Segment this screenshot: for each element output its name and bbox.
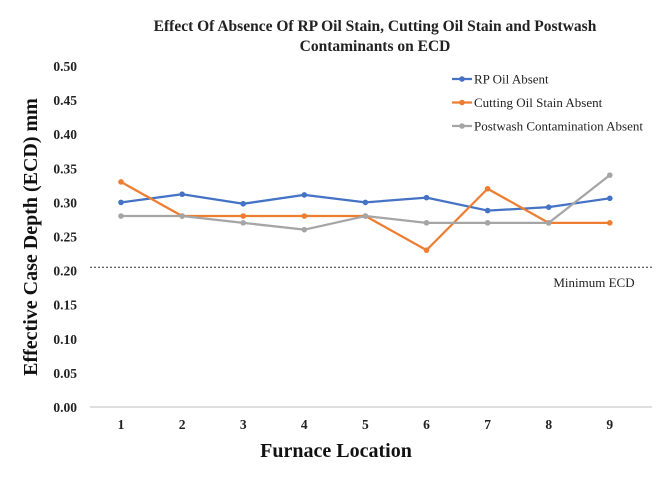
chart-title-line-2: Contaminants on ECD (300, 38, 451, 55)
data-point (362, 213, 369, 219)
series-3 (118, 172, 613, 233)
series-layer (118, 172, 613, 253)
data-point (118, 213, 124, 219)
y-tick-label: 0.25 (53, 230, 77, 245)
data-point (484, 220, 491, 226)
x-tick-label: 1 (118, 417, 125, 432)
x-axis-label: Furnace Location (260, 440, 412, 462)
x-tick-label: 4 (301, 417, 308, 432)
data-point (423, 220, 430, 226)
data-point (118, 179, 124, 185)
legend-item: RP Oil Absent (452, 72, 549, 87)
data-point (179, 191, 185, 198)
data-point (301, 226, 308, 233)
data-point (240, 200, 246, 207)
data-point (484, 185, 491, 192)
y-tick-label: 0.05 (53, 366, 77, 381)
x-axis-ticks: 1 2 3 4 5 6 7 8 9 (118, 417, 614, 432)
legend-label: Cutting Oil Stain Absent (474, 95, 603, 110)
legend-swatch-marker (459, 99, 465, 106)
y-tick-label: 0.45 (53, 93, 77, 108)
minimum-ecd-label: Minimum ECD (553, 275, 634, 290)
legend-swatch-marker (459, 76, 465, 82)
data-point (545, 220, 552, 226)
x-tick-label: 6 (423, 417, 430, 432)
data-point (423, 194, 430, 201)
legend-label: RP Oil Absent (474, 72, 549, 87)
data-point (484, 207, 491, 214)
chart-title-line-1: Effect Of Absence Of RP Oil Stain, Cutti… (154, 18, 597, 35)
x-tick-label: 7 (484, 417, 491, 432)
data-point (423, 247, 430, 253)
x-tick-label: 5 (362, 417, 369, 432)
data-point (301, 192, 308, 198)
data-point (179, 213, 185, 219)
legend: RP Oil Absent Cutting Oil Stain Absent Pos… (452, 72, 643, 134)
y-axis-ticks: 0.00 0.05 0.10 0.15 0.20 0.25 0.30 0.35 0.40 0.45… (53, 59, 77, 415)
data-point (362, 199, 369, 206)
x-tick-label: 9 (606, 417, 613, 432)
data-point (240, 213, 246, 219)
x-tick-label: 2 (179, 417, 186, 432)
legend-item: Postwash Contamination Absent (452, 119, 643, 134)
y-tick-label: 0.20 (53, 264, 77, 279)
data-point (118, 199, 124, 206)
data-point (607, 195, 613, 202)
y-tick-label: 0.40 (53, 127, 77, 142)
y-tick-label: 0.15 (53, 298, 77, 313)
data-point (607, 220, 613, 226)
x-tick-label: 8 (545, 417, 552, 432)
y-tick-label: 0.30 (53, 195, 77, 210)
y-tick-label: 0.35 (53, 161, 77, 176)
data-point (301, 213, 308, 219)
y-tick-label: 0.10 (53, 332, 77, 347)
y-axis-label: Effective Case Depth (ECD) mm (20, 98, 42, 376)
legend-label: Postwash Contamination Absent (474, 119, 643, 134)
legend-item: Cutting Oil Stain Absent (452, 95, 603, 110)
data-point (240, 220, 246, 226)
y-tick-label: 0.50 (53, 59, 77, 74)
legend-swatch-marker (459, 123, 465, 129)
y-tick-label: 0.00 (53, 400, 77, 415)
data-point (545, 204, 552, 210)
data-point (607, 172, 613, 178)
x-tick-label: 3 (240, 417, 247, 432)
series-1 (118, 191, 613, 214)
